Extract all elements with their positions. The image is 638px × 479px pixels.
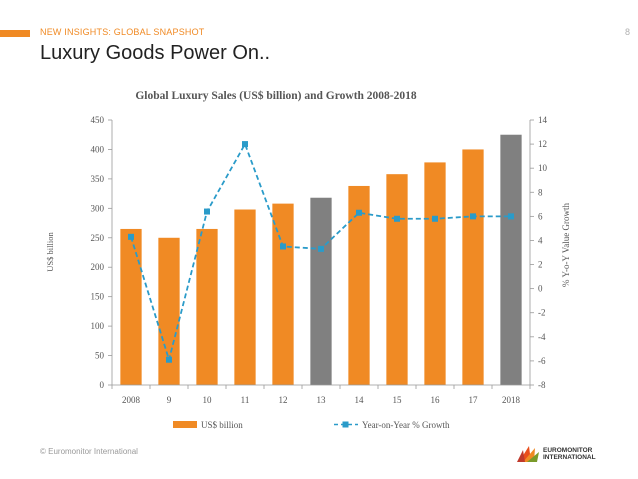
y-tick-label: 50 xyxy=(95,351,105,361)
y2-tick-label: 4 xyxy=(538,235,543,245)
y2-tick-label: 2 xyxy=(538,260,543,270)
header-accent-bar xyxy=(0,30,30,37)
x-tick-label: 10 xyxy=(203,395,213,405)
y2-tick-label: -8 xyxy=(538,380,546,390)
y2-tick-label: 14 xyxy=(538,115,548,125)
bar xyxy=(348,185,370,385)
growth-point xyxy=(128,233,134,240)
bar xyxy=(120,228,142,385)
x-tick-label: 2008 xyxy=(122,395,141,405)
bar xyxy=(424,162,446,385)
euromonitor-logo: EUROMONITOR INTERNATIONAL xyxy=(517,442,609,464)
y-tick-label: 200 xyxy=(91,262,105,272)
x-tick-label: 2018 xyxy=(502,395,521,405)
axes: 0 50 100 150 200 250 300 350 400 450 -8 -6 -4 -2 0 2 4 6 8… xyxy=(91,115,548,405)
bar xyxy=(386,174,408,385)
y2-tick-label: -6 xyxy=(538,356,546,366)
growth-point xyxy=(394,215,400,222)
y-axis-label: US$ billion xyxy=(45,232,55,272)
x-tick-label: 16 xyxy=(431,395,441,405)
y-tick-label: 450 xyxy=(91,115,105,125)
legend-bar-label: US$ billion xyxy=(201,420,243,430)
y-tick-label: 150 xyxy=(91,292,105,302)
y-tick-label: 250 xyxy=(91,233,105,243)
x-tick-label: 13 xyxy=(317,395,327,405)
y-tick-label: 0 xyxy=(100,380,105,390)
bar xyxy=(272,203,294,385)
chart-title: Global Luxury Sales (US$ billion) and Gr… xyxy=(135,89,417,102)
page-title: Luxury Goods Power On.. xyxy=(40,42,271,64)
legend-bar-swatch xyxy=(173,421,197,428)
bar-series xyxy=(120,134,522,385)
bar xyxy=(196,228,218,385)
growth-point xyxy=(280,243,286,250)
copyright-notice: © Euromonitor International xyxy=(40,447,138,456)
chart-legend: US$ billion Year-on-Year % Growth xyxy=(173,420,450,430)
bar xyxy=(462,149,484,385)
x-tick-label: 14 xyxy=(355,395,365,405)
y2-tick-label: 6 xyxy=(538,211,543,221)
y2-tick-label: 10 xyxy=(538,163,548,173)
growth-point xyxy=(470,213,476,220)
y2-tick-label: 0 xyxy=(538,284,543,294)
page-number: 8 xyxy=(624,27,630,37)
x-tick-label: 11 xyxy=(241,395,250,405)
x-tick-label: 15 xyxy=(393,395,403,405)
growth-point xyxy=(356,209,362,216)
bar xyxy=(500,134,522,385)
logo-text-line1: EUROMONITOR xyxy=(543,447,593,454)
growth-point xyxy=(318,245,324,252)
y2-axis-label: % Y-o-Y Value Growth xyxy=(561,203,571,287)
y-tick-label: 400 xyxy=(91,144,105,154)
section-kicker: NEW INSIGHTS: GLOBAL SNAPSHOT xyxy=(40,27,205,37)
y-tick-label: 300 xyxy=(91,203,105,213)
legend-line-marker xyxy=(342,421,349,428)
logo-text-line2: INTERNATIONAL xyxy=(543,454,596,461)
y2-tick-label: -4 xyxy=(538,332,546,342)
growth-point xyxy=(166,356,172,363)
y-tick-label: 100 xyxy=(91,321,105,331)
growth-point xyxy=(242,141,248,148)
growth-line-series xyxy=(128,141,514,364)
bar xyxy=(158,237,180,385)
x-tick-label: 12 xyxy=(279,395,288,405)
bar xyxy=(234,209,256,385)
x-tick-label: 17 xyxy=(469,395,479,405)
y-tick-label: 350 xyxy=(91,174,105,184)
legend-line-label: Year-on-Year % Growth xyxy=(362,420,450,430)
x-tick-label: 9 xyxy=(167,395,172,405)
y2-tick-label: 12 xyxy=(538,139,547,149)
bar xyxy=(310,197,332,385)
logo-fan-icon xyxy=(517,446,539,462)
growth-point xyxy=(204,208,210,215)
y2-tick-label: 8 xyxy=(538,187,543,197)
y2-tick-label: -2 xyxy=(538,308,546,318)
growth-point xyxy=(432,215,438,222)
growth-point xyxy=(508,213,514,220)
